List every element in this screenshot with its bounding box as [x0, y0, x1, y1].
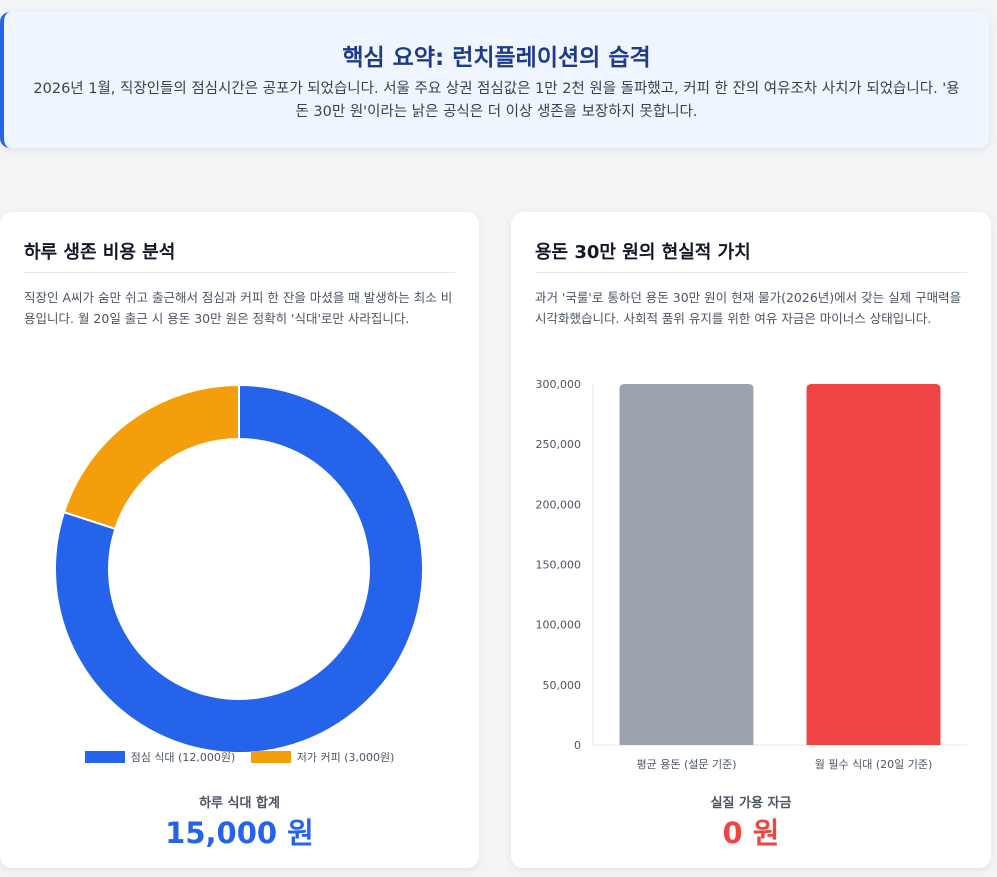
- summary-title: 핵심 요약: 런치플레이션의 습격: [342, 45, 651, 71]
- allowance-value-description: 과거 '국룰'로 통하던 용돈 30만 원이 현재 물가(2026년)에서 갖는…: [535, 290, 962, 326]
- summary-text: 2026년 1월, 직장인들의 점심시간은 공포가 되었습니다. 서울 주요 상…: [33, 81, 960, 120]
- available-funds-label: 실질 가용 자금: [710, 796, 792, 811]
- x-tick-label: 월 필수 식대 (20일 기준): [815, 757, 933, 771]
- daily-cost-description: 직장인 A씨가 숨만 쉬고 출근해서 점심과 커피 한 잔을 마셨을 때 발생하…: [24, 290, 453, 326]
- doughnut-chart: [54, 383, 424, 752]
- doughnut-slice-lunch[interactable]: [54, 383, 424, 752]
- y-tick-label: 0: [574, 739, 581, 752]
- bar-chart: 0 50,000 100,000 150,000 200,000 250,000 300,0…: [536, 378, 967, 771]
- daily-cost-card: 하루 생존 비용 분석 직장인 A씨가 숨만 쉬고 출근해서 점심과 커피 한 …: [0, 212, 479, 868]
- legend-label-lunch: 점심 식대 (12,000원): [130, 751, 236, 764]
- y-tick-label: 100,000: [536, 619, 582, 632]
- daily-total-label: 하루 식대 합계: [199, 796, 280, 811]
- y-tick-label: 50,000: [543, 679, 582, 692]
- legend-swatch-lunch: [84, 751, 125, 763]
- legend-swatch-coffee: [250, 751, 291, 763]
- legend-item-coffee[interactable]: 저가 커피 (3,000원): [250, 749, 395, 765]
- allowance-value-card: 용돈 30만 원의 현실적 가치 과거 '국룰'로 통하던 용돈 30만 원이 …: [511, 212, 991, 868]
- available-funds-value: 0 원: [722, 816, 780, 850]
- legend-label-coffee: 저가 커피 (3,000원): [296, 751, 395, 764]
- summary-banner: 핵심 요약: 런치플레이션의 습격 2026년 1월, 직장인들의 점심시간은 …: [0, 12, 989, 148]
- x-tick-label: 평균 용돈 (설문 기준): [636, 758, 736, 771]
- y-tick-label: 150,000: [536, 559, 582, 572]
- daily-cost-title: 하루 생존 비용 분석: [24, 242, 176, 263]
- y-tick-label: 250,000: [536, 438, 582, 451]
- doughnut-legend: 점심 식대 (12,000원) 저가 커피 (3,000원): [0, 749, 479, 766]
- legend-item-lunch[interactable]: 점심 식대 (12,000원): [84, 749, 236, 765]
- allowance-value-title: 용돈 30만 원의 현실적 가치: [535, 242, 751, 263]
- divider: [24, 272, 455, 273]
- bar-monthly-meal-cost[interactable]: [806, 384, 941, 745]
- divider: [535, 272, 967, 273]
- bar-average-allowance[interactable]: [619, 384, 754, 745]
- y-tick-label: 300,000: [536, 378, 582, 391]
- y-tick-label: 200,000: [536, 498, 582, 511]
- doughnut-slice-coffee[interactable]: [62, 383, 240, 531]
- daily-total-value: 15,000 원: [165, 816, 314, 850]
